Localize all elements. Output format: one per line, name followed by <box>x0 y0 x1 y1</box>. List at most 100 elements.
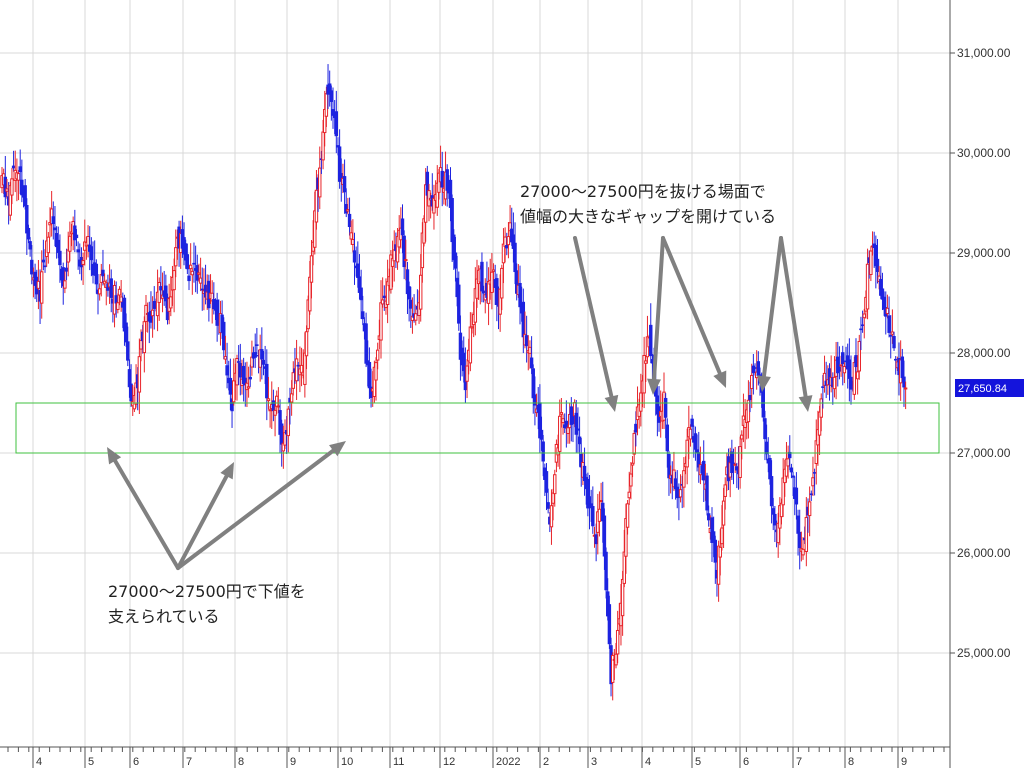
arrow-shaft <box>761 236 783 379</box>
annotation-arrow <box>573 236 619 412</box>
arrow-head <box>647 378 662 395</box>
candle-body-up <box>639 392 643 412</box>
candle-body-up <box>869 250 873 275</box>
annotation-bottom-line-1: 27000～27500円で下値を <box>108 582 306 601</box>
candle-body-up <box>852 362 857 395</box>
candle <box>74 229 79 247</box>
candle-body-up <box>551 492 555 504</box>
candle-body-up <box>392 249 396 262</box>
candle-body-up <box>346 209 350 212</box>
candle-body-up <box>268 409 272 412</box>
candle-body-up <box>786 458 790 467</box>
candle <box>773 506 777 543</box>
candle-body-up <box>738 446 742 479</box>
candle-body-down <box>109 278 113 298</box>
candle-body-up <box>839 364 843 367</box>
candle-body-up <box>46 236 51 254</box>
candle-body-down <box>533 394 537 406</box>
candle <box>337 129 342 189</box>
candle <box>440 151 444 207</box>
candle <box>104 279 108 306</box>
candle <box>185 243 190 275</box>
candle-body-up <box>620 578 625 617</box>
candle <box>546 488 550 514</box>
candle <box>801 537 805 560</box>
annotation-arrow <box>107 447 180 570</box>
y-tick-label: 29,000.00 <box>957 246 1011 260</box>
candle <box>561 414 565 435</box>
candle-body-down <box>101 269 105 277</box>
candle-body-down <box>56 239 60 253</box>
candle-body-down <box>667 453 671 479</box>
candle <box>693 426 698 461</box>
candle-body-up <box>309 255 314 283</box>
candle-body-up <box>553 474 557 495</box>
candle-body-down <box>261 359 266 365</box>
candle-body-down <box>769 476 774 507</box>
candle-body-down <box>711 531 716 540</box>
candle-body-down <box>26 227 31 240</box>
candle-body-down <box>200 288 204 291</box>
arrow-head <box>329 441 346 457</box>
candle-body-down <box>859 328 863 331</box>
arrow-shaft <box>113 458 180 570</box>
x-month-label: 5 <box>88 756 94 768</box>
candle-body-down <box>788 451 792 459</box>
candle <box>187 266 191 291</box>
candle-body-up <box>172 270 176 291</box>
candle <box>385 259 390 324</box>
candle-body-down <box>849 376 853 390</box>
candle <box>836 341 840 387</box>
candle <box>738 436 742 489</box>
candle-body-down <box>352 250 357 263</box>
candle-body-up <box>819 398 823 418</box>
candle-body-up <box>832 376 837 390</box>
candle-body-down <box>159 286 163 291</box>
candle-body-down <box>124 322 128 343</box>
candle <box>334 90 339 154</box>
candle-body-down <box>539 429 544 440</box>
x-month-label: 8 <box>238 756 244 768</box>
candle-body-up <box>561 418 565 424</box>
x-month-label: 9 <box>290 756 296 768</box>
candle-body-up <box>276 405 281 408</box>
candle <box>857 334 861 380</box>
candle-body-down <box>875 258 880 272</box>
candle-body-down <box>344 204 348 214</box>
candle-body-up <box>490 271 494 293</box>
candle-body-down <box>665 424 670 452</box>
candle-body-down <box>3 176 8 198</box>
candle <box>49 190 54 237</box>
arrow-shaft <box>661 236 722 376</box>
candle-body-up <box>5 188 9 192</box>
candle <box>200 267 204 311</box>
x-month-label: 4 <box>36 756 42 768</box>
candle-body-up <box>625 503 630 528</box>
candle-body-down <box>453 252 458 269</box>
y-tick-label: 30,000.00 <box>957 146 1011 160</box>
candle-body-up <box>137 356 142 393</box>
candle-body-down <box>260 349 264 360</box>
candle-body-up <box>119 296 123 303</box>
candle-body-down <box>574 412 578 435</box>
candle <box>359 269 363 319</box>
candle <box>702 440 706 502</box>
arrow-head <box>604 394 619 412</box>
candle-body-up <box>890 331 895 335</box>
arrow-shaft <box>176 448 336 570</box>
annotation-arrow <box>779 236 813 412</box>
candle <box>51 201 56 240</box>
candle <box>273 405 277 437</box>
annotation-arrow <box>661 236 727 388</box>
annotation-arrow <box>647 236 665 395</box>
candle <box>432 184 436 230</box>
candle-body-up <box>246 386 251 389</box>
y-tick-label: 28,000.00 <box>957 346 1011 360</box>
arrow-shaft <box>573 236 614 399</box>
candle-body-down <box>20 179 24 196</box>
candle <box>374 357 378 401</box>
candle-body-up <box>188 264 193 270</box>
candle <box>457 271 461 331</box>
candle-body-up <box>644 360 648 364</box>
candle-body-down <box>748 395 752 401</box>
